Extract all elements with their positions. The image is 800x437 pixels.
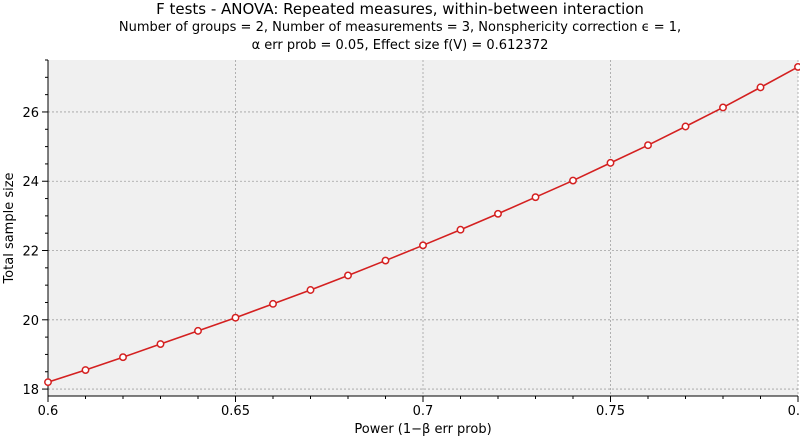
- x-axis-label: Power (1−β err prob): [354, 422, 491, 437]
- y-tick-label: 26: [22, 106, 39, 121]
- y-tick-label: 20: [22, 314, 39, 329]
- data-point: [44, 378, 52, 387]
- tick-labels: 0.6 0.65 0.7 0.75 0.8 18 20 22 24 26: [22, 106, 800, 419]
- data-point: [156, 340, 165, 348]
- data-point: [231, 313, 240, 322]
- y-tick-label: 22: [22, 245, 39, 260]
- x-tick-label: 0.65: [221, 404, 250, 419]
- data-point: [81, 366, 90, 374]
- axes: [42, 59, 799, 402]
- data-point: [456, 225, 465, 234]
- data-point: [569, 176, 577, 185]
- x-tick-label: 0.75: [596, 404, 625, 419]
- data-point: [756, 83, 765, 92]
- data-point: [719, 103, 727, 112]
- x-tick-label: 0.7: [413, 404, 434, 419]
- y-axis-label: Total sample size: [2, 172, 17, 284]
- chart-subtitle-line2: α err prob = 0.05, Effect size f(V) = 0.…: [251, 38, 549, 53]
- chart-subtitle-line1: Number of groups = 2, Number of measurem…: [118, 20, 682, 35]
- x-tick-label: 0.6: [38, 404, 59, 419]
- y-tick-label: 18: [22, 383, 39, 398]
- data-point: [194, 326, 202, 335]
- data-point: [306, 286, 315, 294]
- data-point: [794, 62, 800, 71]
- series-group: [44, 62, 800, 387]
- data-point: [381, 256, 390, 265]
- data-point: [344, 271, 352, 280]
- data-point: [494, 209, 502, 218]
- data-point: [606, 158, 615, 167]
- data-point: [681, 122, 690, 131]
- data-point: [119, 353, 127, 362]
- data-point: [531, 193, 540, 202]
- x-tick-label: 0.8: [788, 404, 800, 419]
- chart-title: F tests - ANOVA: Repeated measures, with…: [156, 0, 644, 18]
- y-tick-label: 24: [22, 175, 39, 190]
- data-point: [269, 299, 277, 308]
- grid: [47, 60, 799, 396]
- data-point: [419, 241, 427, 250]
- data-point: [644, 141, 652, 150]
